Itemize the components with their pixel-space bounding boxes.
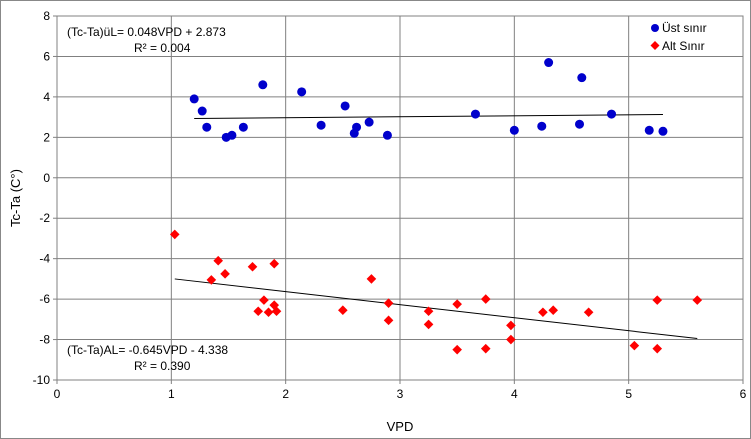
x-tick-label: 0 bbox=[54, 387, 61, 401]
data-point bbox=[652, 295, 663, 305]
data-point bbox=[259, 295, 269, 305]
data-point bbox=[452, 344, 462, 355]
trendline bbox=[174, 278, 698, 340]
data-point bbox=[197, 106, 207, 116]
data-point bbox=[652, 343, 663, 354]
data-point bbox=[480, 294, 491, 304]
y-tick-label: -4 bbox=[39, 252, 50, 266]
x-tick-label: 4 bbox=[511, 387, 518, 401]
data-point bbox=[297, 87, 307, 97]
data-point bbox=[480, 343, 491, 354]
y-tick-labels: -10 -8 -6 -4 -2 0 2 4 6 8 bbox=[33, 9, 51, 387]
data-point bbox=[247, 261, 258, 272]
data-point bbox=[383, 298, 394, 308]
y-tick-label: 8 bbox=[43, 9, 50, 23]
y-tick-label: 0 bbox=[43, 171, 50, 185]
data-point bbox=[258, 80, 268, 90]
data-point bbox=[577, 73, 587, 83]
data-point bbox=[506, 334, 516, 345]
data-point bbox=[366, 274, 377, 284]
y-tick-label: -2 bbox=[39, 211, 50, 225]
x-tick-label: 3 bbox=[397, 387, 404, 401]
data-point bbox=[227, 130, 237, 140]
gridlines bbox=[53, 15, 744, 384]
data-point bbox=[538, 307, 548, 318]
data-point bbox=[382, 130, 392, 140]
data-point bbox=[269, 258, 280, 269]
data-point bbox=[263, 307, 274, 318]
x-tick-label: 6 bbox=[740, 387, 747, 401]
data-point bbox=[338, 305, 348, 316]
data-point bbox=[340, 101, 350, 111]
x-tick-labels: 0 1 2 3 4 5 6 bbox=[54, 387, 747, 401]
trendlines bbox=[174, 114, 698, 340]
trendline bbox=[194, 114, 663, 120]
x-tick-label: 5 bbox=[625, 387, 632, 401]
data-point bbox=[213, 255, 224, 266]
legend-label-alt-sinir: Alt Sınır bbox=[662, 39, 705, 53]
data-point bbox=[548, 305, 559, 316]
data-point bbox=[607, 109, 617, 119]
y-axis-label: Tc-Ta (C°) bbox=[8, 169, 23, 227]
y-tick-label: 4 bbox=[43, 90, 50, 104]
data-point bbox=[470, 109, 480, 119]
data-point bbox=[544, 58, 554, 68]
data-point bbox=[423, 306, 434, 317]
data-point bbox=[253, 306, 264, 317]
data-point bbox=[423, 319, 434, 330]
y-tick-label: 6 bbox=[43, 49, 50, 63]
data-point bbox=[629, 340, 640, 351]
x-axis-label: VPD bbox=[387, 419, 414, 434]
data-point bbox=[269, 300, 280, 310]
lower-r2: R² = 0.390 bbox=[134, 359, 191, 373]
data-point bbox=[575, 119, 585, 129]
data-point bbox=[583, 307, 594, 318]
data-point bbox=[352, 122, 362, 132]
data-point bbox=[658, 126, 668, 136]
data-point bbox=[238, 122, 248, 132]
legend-marker-alt-sinir bbox=[650, 41, 660, 50]
data-point bbox=[506, 320, 516, 331]
upper-equation: (Tc-Ta)üL= 0.048VPD + 2.873 bbox=[67, 25, 226, 39]
data-point bbox=[271, 306, 282, 317]
data-point bbox=[364, 117, 374, 127]
legend-marker-ust-sinir bbox=[651, 24, 659, 32]
data-point bbox=[692, 295, 703, 305]
y-tick-label: -8 bbox=[39, 333, 50, 347]
data-point bbox=[537, 121, 547, 131]
data-point bbox=[644, 125, 654, 135]
y-tick-label: -10 bbox=[33, 373, 51, 387]
lower-equation: (Tc-Ta)AL= -0.645VPD - 4.338 bbox=[67, 343, 228, 357]
data-points bbox=[169, 58, 703, 355]
data-point bbox=[189, 94, 199, 104]
upper-r2: R² = 0.004 bbox=[134, 41, 191, 55]
data-point bbox=[316, 120, 326, 130]
data-point bbox=[452, 299, 462, 309]
y-tick-label: 2 bbox=[43, 130, 50, 144]
legend: Üst sınır Alt Sınır bbox=[650, 21, 707, 53]
data-point bbox=[206, 275, 217, 285]
data-point bbox=[509, 125, 519, 135]
data-point bbox=[169, 229, 180, 240]
data-point bbox=[220, 269, 230, 279]
legend-label-ust-sinir: Üst sınır bbox=[662, 21, 707, 35]
data-point bbox=[383, 315, 394, 326]
data-point bbox=[202, 122, 212, 132]
y-tick-label: -6 bbox=[39, 292, 50, 306]
x-tick-label: 2 bbox=[282, 387, 289, 401]
x-tick-label: 1 bbox=[168, 387, 175, 401]
